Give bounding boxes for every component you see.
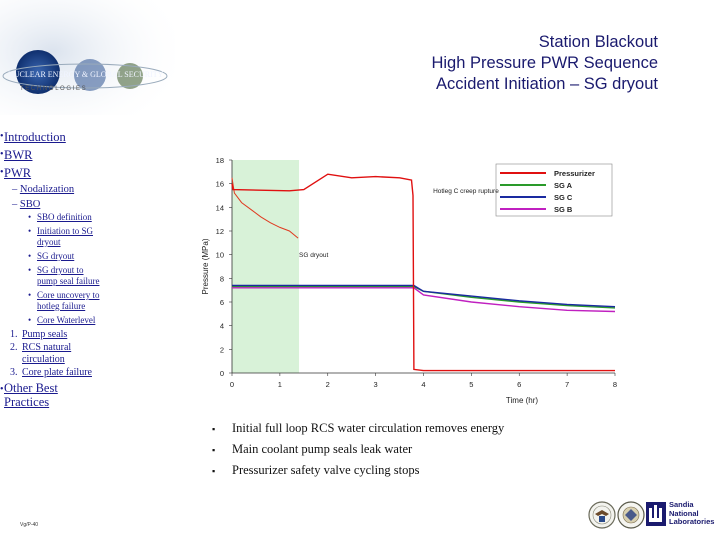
sidebar-item-label[interactable]: BWR <box>4 148 33 162</box>
item-number: 2. <box>10 341 18 353</box>
numbered-item-label[interactable]: Pump seals <box>22 329 68 340</box>
sidebar-item-introduction[interactable]: • Introduction <box>0 130 66 144</box>
x-tick-label: 5 <box>469 380 473 389</box>
bullet-list: ▪ Initial full loop RCS water circulation… <box>212 418 504 481</box>
sbo-item-label[interactable]: SG dryout <box>37 251 75 261</box>
sbo-item-label[interactable]: Core uncovery to hotleg failure <box>37 290 100 311</box>
x-tick-label: 3 <box>374 380 378 389</box>
sidebar-item-label[interactable]: Other Best Practices <box>4 381 58 409</box>
numbered-item-rcs[interactable]: 2. RCS natural circulation <box>10 342 118 367</box>
legend-label: Pressurizer <box>554 169 595 178</box>
y-axis-label: Pressure (MPa) <box>201 238 210 294</box>
sbo-item-core-waterlevel[interactable]: • Core Waterlevel <box>28 315 118 326</box>
sidebar-item-bwr[interactable]: • BWR <box>0 148 33 162</box>
title-line-1: Station Blackout <box>538 33 658 51</box>
logo-text: NUCLEAR ENERGY & GLOBAL SECURITY <box>8 70 164 79</box>
sbo-item-sg-dryout[interactable]: • SG dryout <box>28 251 118 262</box>
numbered-item-label[interactable]: Core plate failure <box>22 366 92 378</box>
x-tick-label: 2 <box>326 380 330 389</box>
y-tick-label: 6 <box>220 298 224 307</box>
doe-seal-icon <box>588 501 616 529</box>
sidebar-sub-label[interactable]: SBO <box>19 199 41 210</box>
numbered-item-core-plate[interactable]: 3. Core plate failure <box>10 367 118 380</box>
sidebar-item-other-best-practices[interactable]: • Other Best Practices <box>0 381 118 409</box>
sbo-item-label[interactable]: SBO definition <box>37 212 92 222</box>
sidebar-item-label[interactable]: PWR <box>4 166 32 180</box>
x-axis-label: Time (hr) <box>506 396 538 405</box>
sidebar-sub-label[interactable]: Nodalization <box>19 184 75 195</box>
x-tick-label: 6 <box>517 380 521 389</box>
legend-label: SG A <box>554 181 573 190</box>
sbo-item-label[interactable]: Core Waterlevel <box>37 315 96 325</box>
y-tick-label: 12 <box>216 227 224 236</box>
lab-name-line: Laboratories <box>669 517 715 526</box>
slide-title: Station Blackout High Pressure PWR Seque… <box>431 32 658 95</box>
series-line-pressurizer <box>231 173 615 372</box>
sidebar-nav: • Introduction • BWR • PWR – Nodalization –… <box>0 128 118 409</box>
sg-dryout-curve <box>231 177 299 239</box>
sbo-item-dryout-to-seal[interactable]: • SG dryout to pump seal failure <box>28 265 118 287</box>
sbo-subitems: • SBO definition • Initiation to SG dryout… <box>28 212 118 326</box>
x-tick-label: 7 <box>565 380 569 389</box>
legend-label: SG B <box>554 205 573 214</box>
bullet-text: Pressurizer safety valve cycling stops <box>232 463 420 477</box>
y-tick-label: 8 <box>220 274 224 283</box>
y-tick-label: 2 <box>220 345 224 354</box>
pressure-chart: 0 2 4 6 8 10 12 14 16 18 0 1 2 3 4 5 6 7 8 Time (hr) Pressur… <box>192 150 627 415</box>
x-tick-label: 4 <box>421 380 425 389</box>
y-tick-label: 0 <box>220 369 224 378</box>
item-number: 1. <box>10 329 18 340</box>
chart-annotation: SG dryout <box>299 252 328 259</box>
x-tick-label: 1 <box>278 380 282 389</box>
y-tick-label: 4 <box>220 322 224 331</box>
logo-subtext: T E C H N O L O G I E S <box>20 86 86 92</box>
sbo-item-initiation[interactable]: • Initiation to SG dryout <box>28 226 118 248</box>
x-tick-label: 8 <box>613 380 617 389</box>
bullet-item: ▪ Initial full loop RCS water circulation… <box>212 421 505 435</box>
sandia-labs-name: Sandia National Laboratories <box>669 500 715 527</box>
version-tag: Vg/P-40 <box>20 522 39 528</box>
y-tick-label: 16 <box>216 180 224 189</box>
bullet-text: Main coolant pump seals leak water <box>232 442 413 456</box>
sidebar-sub-sbo[interactable]: – SBO <box>12 199 41 210</box>
lab-name-line: Sandia <box>669 500 694 509</box>
sidebar-sub-nodalization[interactable]: – Nodalization <box>12 184 75 195</box>
bullet-item: ▪ Main coolant pump seals leak water <box>212 442 413 456</box>
numbered-item-pump-seals[interactable]: 1. Pump seals <box>10 329 118 342</box>
shaded-region <box>232 160 300 373</box>
lab-name-line: National <box>669 508 699 518</box>
y-tick-label: 10 <box>216 251 224 260</box>
sbo-item-label[interactable]: SG dryout to pump seal failure <box>37 265 100 286</box>
title-line-2: High Pressure PWR Sequence <box>431 54 658 72</box>
sbo-item-definition[interactable]: • SBO definition <box>28 212 118 223</box>
y-tick-label: 14 <box>216 203 224 212</box>
chart-annotation: Hotleg C creep rupture <box>433 188 499 195</box>
x-tick-label: 0 <box>230 380 234 389</box>
title-line-3: Accident Initiation – SG dryout <box>436 75 658 93</box>
item-number: 3. <box>10 366 18 378</box>
sidebar-item-pwr[interactable]: • PWR <box>0 166 32 180</box>
sbo-item-label[interactable]: Initiation to SG dryout <box>37 226 93 247</box>
numbered-item-label[interactable]: RCS natural circulation <box>22 341 72 366</box>
nuclear-energy-logo: NUCLEAR ENERGY & GLOBAL SECURITY T E C H… <box>0 0 175 115</box>
bullet-item: ▪ Pressurizer safety valve cycling stops <box>212 463 420 477</box>
sbo-item-core-uncovery[interactable]: • Core uncovery to hotleg failure <box>28 290 118 312</box>
legend-label: SG C <box>554 193 573 202</box>
bullet-text: Initial full loop RCS water circulation … <box>232 421 505 435</box>
nnsa-seal-icon <box>617 501 645 529</box>
y-tick-label: 18 <box>216 156 224 165</box>
sidebar-item-label[interactable]: Introduction <box>4 130 66 144</box>
sandia-thunderbird-icon <box>646 502 666 526</box>
